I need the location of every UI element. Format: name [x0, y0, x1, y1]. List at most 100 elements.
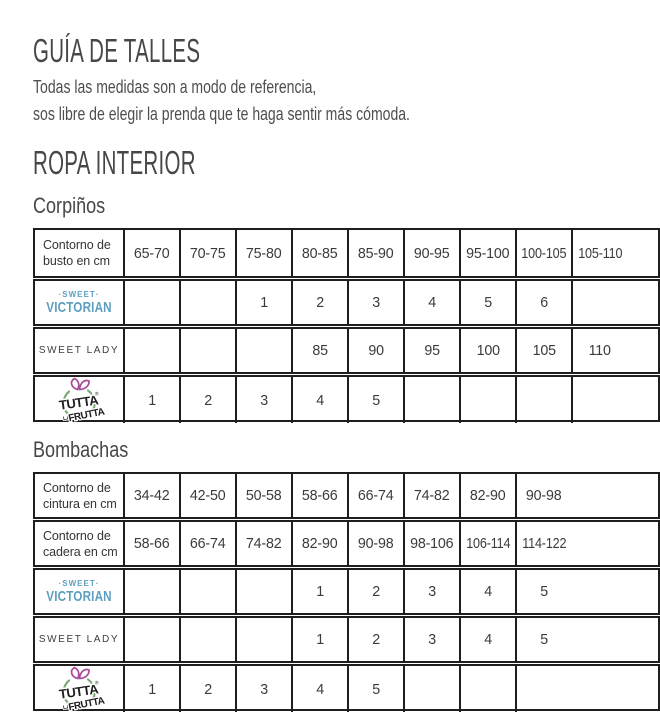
size-cell: 58-66 — [291, 474, 347, 517]
size-cell — [123, 329, 179, 372]
size-cell — [179, 329, 235, 372]
table-row: SWEET LADY 1 2 3 4 5 — [33, 616, 660, 663]
size-cell — [235, 618, 291, 661]
size-cell: 100-105 — [515, 230, 571, 276]
tutta-la-frutta-logo: TUTTA ® LA FRUTTA — [51, 666, 107, 712]
size-cell-value: 80-85 — [302, 244, 338, 262]
table-heading-text: Corpiños — [33, 193, 106, 218]
size-cell-value: 3 — [372, 294, 380, 311]
size-cell-value: 85 — [312, 342, 328, 359]
size-cell-value: 95 — [424, 342, 440, 359]
size-cell: 65-70 — [123, 230, 179, 276]
page-title-text: GUÍA DE TALLES — [33, 32, 201, 69]
svg-text:TUTTA: TUTTA — [58, 681, 100, 701]
table-row: Contorno de busto en cm 65-70 70-75 75-80 80-… — [33, 228, 660, 278]
size-cell-value: 90 — [368, 342, 384, 359]
leaf-right-icon — [78, 668, 90, 680]
measure-label-line: Contorno de — [43, 528, 111, 543]
subtitle-line-1: Todas las medidas son a modo de referenc… — [33, 77, 317, 97]
size-cell: 5 — [515, 570, 571, 613]
size-cell-value: 74-82 — [246, 535, 282, 552]
sweet-lady-cell: SWEET LADY — [35, 618, 123, 661]
size-cell-value: 34-42 — [134, 487, 170, 504]
size-cell — [123, 618, 179, 661]
measure-label-cell: Contorno de busto en cm — [35, 230, 123, 276]
size-cell: 105-110 — [571, 230, 627, 276]
size-cell: 6 — [515, 281, 571, 324]
size-cell-value: 110 — [588, 342, 612, 359]
size-cell-value: 90-98 — [526, 487, 562, 504]
size-cell-value: 5 — [540, 583, 548, 600]
size-cell-value: 95-100 — [466, 244, 510, 262]
size-cell — [123, 570, 179, 613]
size-cell: 3 — [347, 281, 403, 324]
size-cell: 98-106 — [403, 522, 459, 565]
size-cell-value: 75-80 — [246, 244, 282, 262]
size-cell: 90 — [347, 329, 403, 372]
measure-label-line: Contorno de — [43, 480, 111, 495]
measure-label-line: cintura en cm — [43, 496, 117, 511]
sweet-victorian-logo: ·SWEET· VICTORIAN — [37, 578, 121, 605]
size-cell-value: 5 — [484, 294, 492, 311]
size-cell-value: 1 — [148, 391, 156, 409]
leaf-left-icon — [70, 377, 80, 391]
subtitle: Todas las medidas son a modo de referenc… — [33, 74, 660, 128]
size-cell-value: 1 — [316, 583, 324, 600]
size-cell-value: 4 — [316, 680, 324, 698]
size-cell-value: 3 — [428, 631, 436, 648]
size-cell: 5 — [459, 281, 515, 324]
size-cell-value: 58-66 — [302, 487, 338, 504]
sweet-victorian-name-text: VICTORIAN — [46, 587, 112, 605]
sweet-victorian-name-text: VICTORIAN — [46, 298, 112, 316]
sweet-lady-cell: SWEET LADY — [35, 329, 123, 372]
size-cell-value: 106-114 — [465, 535, 511, 552]
section-title: ROPA INTERIOR — [33, 144, 660, 182]
size-cell-value: 65-70 — [134, 244, 170, 262]
size-cell — [179, 570, 235, 613]
size-cell: 2 — [291, 281, 347, 324]
size-cell: 3 — [403, 618, 459, 661]
size-cell-value: 105-110 — [577, 244, 623, 262]
size-cell: 4 — [291, 377, 347, 423]
size-cell-value: 66-74 — [358, 487, 394, 504]
size-cell-value: 100 — [476, 342, 500, 359]
table-row: ·SWEET· VICTORIAN 1 2 3 4 5 — [33, 568, 660, 615]
subtitle-line-2: sos libre de elegir la prenda que te hag… — [33, 104, 410, 124]
size-cell — [403, 377, 459, 423]
size-cell-value: 2 — [316, 294, 324, 311]
corpinos-size-table: Contorno de busto en cm 65-70 70-75 75-80 80-… — [33, 228, 660, 423]
size-cell-value: 4 — [484, 631, 492, 648]
size-cell-value: 100-105 — [521, 244, 567, 262]
size-cell: 3 — [403, 570, 459, 613]
size-cell: 82-90 — [459, 474, 515, 517]
svg-text:LA: LA — [63, 704, 71, 711]
size-cell — [459, 377, 515, 423]
measure-label-cell: Contorno de cadera en cm — [35, 522, 123, 565]
size-cell: 90-98 — [515, 474, 571, 517]
size-cell-value: 2 — [372, 631, 380, 648]
size-cell: 66-74 — [347, 474, 403, 517]
size-cell: 4 — [459, 618, 515, 661]
measure-label-line: cadera en cm — [43, 544, 118, 559]
size-cell: 70-75 — [179, 230, 235, 276]
table-heading-text: Bombachas — [33, 437, 129, 462]
size-cell: 2 — [179, 666, 235, 712]
size-cell: 5 — [515, 618, 571, 661]
size-cell — [571, 281, 627, 324]
size-cell — [123, 281, 179, 324]
size-cell: 90-98 — [347, 522, 403, 565]
size-cell — [179, 618, 235, 661]
sweet-victorian-top-text: ·SWEET· — [58, 289, 100, 299]
sweet-victorian-cell: ·SWEET· VICTORIAN — [35, 570, 123, 613]
size-cell-value: 2 — [204, 391, 212, 409]
svg-text:®: ® — [94, 679, 99, 686]
size-cell: 90-95 — [403, 230, 459, 276]
size-cell: 85-90 — [347, 230, 403, 276]
size-cell-value: 2 — [372, 583, 380, 600]
size-cell-value: 6 — [540, 294, 548, 311]
size-cell-value: 5 — [372, 391, 380, 409]
sweet-victorian-top-text: ·SWEET· — [58, 578, 100, 588]
measure-label-line: busto en cm — [43, 254, 110, 268]
size-cell: 2 — [347, 570, 403, 613]
size-cell: 95-100 — [459, 230, 515, 276]
